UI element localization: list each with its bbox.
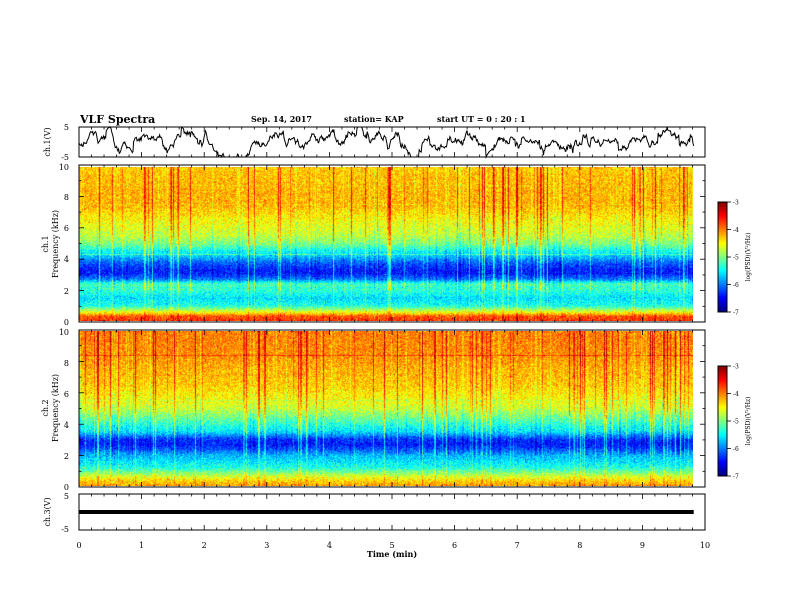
ch2-spectrogram-ytick: 4 xyxy=(64,421,69,430)
ch2-colorbar-tick-label: -4 xyxy=(733,391,739,398)
ch2-colorbar-label: log(PSD)(V²/Hz) xyxy=(745,397,752,446)
ch2-colorbar: -3 -4 -5 -6 -7 log(PSD)(V²/Hz) xyxy=(717,364,752,481)
time-axis-tick-label: 6 xyxy=(452,541,457,550)
ch1-waveform-line xyxy=(78,126,695,159)
time-axis-tick-label: 0 xyxy=(76,541,81,550)
ch2-spectrogram-image xyxy=(79,331,693,486)
time-axis-tick-label: 10 xyxy=(700,541,710,550)
ch1-spectrogram-channel-label: ch.1 xyxy=(41,235,50,252)
ch2-spectrogram-panel: 0 2 4 6 8 10 ch.2 Frequency (kHz) xyxy=(41,328,706,492)
ch1-spectrogram-ytick: 8 xyxy=(64,193,69,202)
time-axis-tick-label: 9 xyxy=(640,541,645,550)
ch3-waveform-ylabel: ch.3(V) xyxy=(43,497,52,526)
ch1-colorbar-label: log(PSD)(V²/Hz) xyxy=(745,233,752,282)
time-axis-tick-label: 3 xyxy=(264,541,269,550)
ch1-waveform-ytick-top: 5 xyxy=(64,123,69,132)
time-axis-tick-label: 5 xyxy=(389,541,394,550)
ch2-spectrogram-ylabel: Frequency (kHz) xyxy=(51,374,60,442)
figure-title: VLF Spectra xyxy=(79,113,155,126)
ch1-colorbar-tick-label: -4 xyxy=(733,227,739,234)
ch1-spectrogram-ticks xyxy=(78,164,706,323)
ch1-waveform-ticks xyxy=(78,127,706,157)
ch1-colorbar: -3 -4 -5 -6 -7 log(PSD)(V²/Hz) xyxy=(717,200,752,317)
ch1-waveform-panel: 5 -5 ch.1(V) xyxy=(43,123,706,162)
ch1-spectrogram-ytick: 4 xyxy=(64,255,69,264)
ch1-colorbar-tick-label: -6 xyxy=(733,282,739,289)
ch1-spectrogram-image xyxy=(79,167,693,321)
ch1-colorbar-tick-label: -5 xyxy=(733,255,739,262)
ch2-spectrogram-ytick-labels: 0 2 4 6 8 10 xyxy=(59,328,69,492)
ch2-colorbar-tick-label: -5 xyxy=(733,419,739,426)
ch3-waveform-ticks xyxy=(78,494,706,530)
time-axis-label: Time (min) xyxy=(367,549,417,559)
ch1-spectrogram-ytick: 10 xyxy=(59,163,69,172)
ch3-waveform-panel: 5 -5 ch.3(V) xyxy=(43,492,706,534)
time-axis-tick-labels: 0 1 2 3 4 5 6 7 8 9 10 xyxy=(76,541,710,550)
time-axis-tick-label: 2 xyxy=(202,541,207,550)
ch1-colorbar-tick-label: -3 xyxy=(733,200,739,207)
figure-start-ut: start UT = 0 : 20 : 1 xyxy=(437,114,526,124)
ch2-spectrogram-ytick: 8 xyxy=(64,359,69,368)
ch2-spectrogram-ticks xyxy=(78,329,706,488)
ch1-spectrogram-ytick-labels: 0 2 4 6 8 10 xyxy=(59,163,69,327)
ch2-colorbar-gradient xyxy=(718,366,727,476)
ch1-spectrogram-panel: 0 2 4 6 8 10 ch.1 Frequency (kHz) xyxy=(41,163,706,327)
ch2-colorbar-tick-label: -6 xyxy=(733,446,739,453)
ch1-spectrogram-ytick: 2 xyxy=(64,287,69,296)
ch1-waveform-ylabel: ch.1(V) xyxy=(43,127,52,156)
ch1-waveform-trace xyxy=(78,126,695,159)
figure-date: Sep. 14, 2017 xyxy=(251,114,312,124)
ch2-spectrogram-ytick: 0 xyxy=(64,483,69,492)
time-axis-tick-label: 4 xyxy=(327,541,332,550)
ch1-colorbar-gradient xyxy=(718,202,727,312)
time-axis-tick-label: 1 xyxy=(139,541,144,550)
ch2-colorbar-ticks: -3 -4 -5 -6 -7 xyxy=(727,364,739,481)
ch3-waveform-ytick-bottom: -5 xyxy=(61,525,69,534)
ch2-spectrogram-ytick: 2 xyxy=(64,452,69,461)
figure-station: station= KAP xyxy=(344,114,404,124)
ch3-waveform-ytick-top: 5 xyxy=(64,492,69,501)
ch1-waveform-ytick-bottom: -5 xyxy=(61,153,69,162)
ch2-spectrogram-channel-label: ch.2 xyxy=(41,399,50,416)
ch2-colorbar-tick-label: -3 xyxy=(733,364,739,371)
ch2-colorbar-tick-label: -7 xyxy=(733,474,739,481)
ch1-spectrogram-ytick: 6 xyxy=(64,224,69,233)
ch2-spectrogram-ytick: 6 xyxy=(64,390,69,399)
ch1-spectrogram-ytick: 0 xyxy=(64,318,69,327)
ch1-colorbar-ticks: -3 -4 -5 -6 -7 xyxy=(727,200,739,317)
ch2-spectrogram-ytick: 10 xyxy=(59,328,69,337)
ch1-colorbar-tick-label: -7 xyxy=(733,310,739,317)
time-axis-tick-label: 8 xyxy=(577,541,582,550)
ch3-waveform-line xyxy=(79,510,694,514)
ch1-spectrogram-ylabel: Frequency (kHz) xyxy=(51,210,60,278)
time-axis-tick-label: 7 xyxy=(515,541,520,550)
